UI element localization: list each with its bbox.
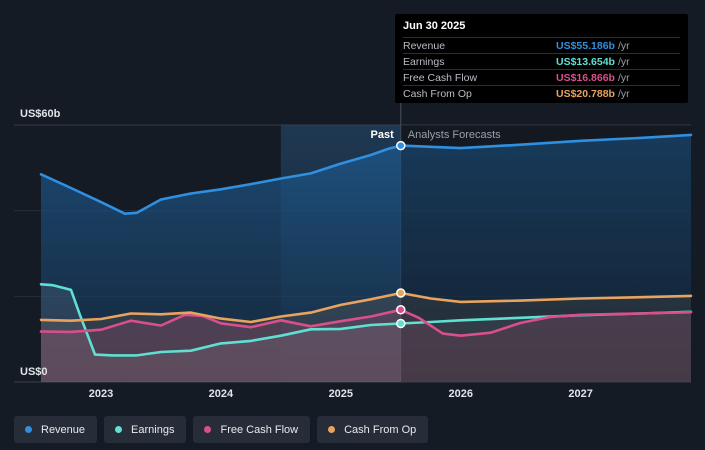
forecast-shade bbox=[400, 125, 691, 382]
x-tick-label: 2023 bbox=[89, 388, 113, 400]
marker-revenue bbox=[396, 140, 406, 151]
x-tick-label: 2027 bbox=[568, 388, 592, 400]
legend-label: Earnings bbox=[131, 423, 175, 436]
past-label: Past bbox=[371, 129, 395, 141]
tooltip-row-cash-from-op: Cash From Op US$20.788b /yr bbox=[403, 85, 680, 101]
x-tick-label: 2025 bbox=[329, 388, 353, 400]
tooltip-label: Revenue bbox=[403, 39, 446, 52]
tooltip-row-revenue: Revenue US$55.186b /yr bbox=[403, 37, 680, 53]
tooltip-label: Earnings bbox=[403, 55, 445, 68]
tooltip-row-free-cash-flow: Free Cash Flow US$16.866b /yr bbox=[403, 69, 680, 85]
tooltip: Jun 30 2025 Revenue US$55.186b /yr Earni… bbox=[395, 14, 688, 103]
tooltip-title: Jun 30 2025 bbox=[403, 20, 466, 32]
legend-dot-icon bbox=[204, 426, 212, 433]
tooltip-value: US$13.654b bbox=[556, 55, 615, 68]
tooltip-value: US$55.186b bbox=[556, 39, 615, 52]
forecast-label: Analysts Forecasts bbox=[408, 129, 501, 141]
marker-earnings bbox=[396, 318, 406, 329]
x-tick-label: 2026 bbox=[448, 388, 472, 400]
tooltip-unit: /yr bbox=[617, 71, 630, 84]
legend-item-cash-from-op[interactable]: Cash From Op bbox=[317, 416, 429, 443]
legend-dot-icon bbox=[25, 426, 32, 433]
area-earnings bbox=[41, 284, 691, 382]
tooltip-value: US$16.866b bbox=[556, 71, 615, 84]
y-axis-top-label: US$60b bbox=[20, 108, 61, 120]
legend-label: Revenue bbox=[41, 423, 86, 436]
line-cash-from-op bbox=[39, 291, 693, 324]
marker-cash-from-op bbox=[396, 288, 406, 298]
legend-item-earnings[interactable]: Earnings bbox=[104, 416, 187, 443]
legend-item-revenue[interactable]: Revenue bbox=[14, 416, 98, 443]
x-tick-label: 2024 bbox=[209, 388, 234, 400]
tooltip-label: Free Cash Flow bbox=[403, 71, 478, 84]
line-free-cash-flow bbox=[39, 308, 693, 337]
line-earnings bbox=[39, 283, 693, 357]
tooltip-row-earnings: Earnings US$13.654b /yr bbox=[403, 53, 680, 69]
tooltip-unit: /yr bbox=[617, 39, 630, 52]
legend-label: Free Cash Flow bbox=[220, 423, 299, 436]
tooltip-unit: /yr bbox=[617, 87, 630, 100]
tooltip-label: Cash From Op bbox=[403, 87, 472, 100]
legend-label: Cash From Op bbox=[344, 423, 417, 436]
line-revenue bbox=[39, 133, 693, 215]
y-axis-bottom-label: US$0 bbox=[20, 366, 48, 378]
tooltip-unit: /yr bbox=[617, 55, 630, 68]
area-free-cash-flow bbox=[41, 309, 691, 382]
tooltip-value: US$20.788b bbox=[556, 87, 615, 100]
legend: Revenue Earnings Free Cash Flow Cash Fro… bbox=[14, 416, 429, 443]
legend-item-free-cash-flow[interactable]: Free Cash Flow bbox=[193, 416, 311, 443]
legend-dot-icon bbox=[328, 426, 336, 433]
marker-free-cash-flow bbox=[396, 305, 406, 315]
legend-dot-icon bbox=[115, 426, 123, 433]
